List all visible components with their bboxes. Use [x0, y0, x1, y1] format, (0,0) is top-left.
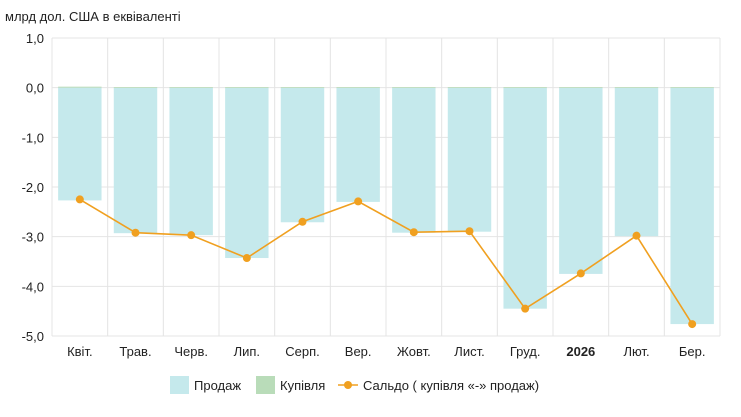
x-tick-label: Лют.	[623, 344, 649, 359]
bar-sales[interactable]	[447, 87, 492, 232]
bar-sales[interactable]	[503, 87, 547, 309]
bar-purchases[interactable]	[503, 87, 547, 88]
balance-point[interactable]	[354, 197, 363, 206]
legend-sales-swatch	[170, 376, 189, 394]
legend-balance-label[interactable]: Сальдо ( купівля «-» продаж)	[363, 378, 539, 393]
bar-sales[interactable]	[169, 87, 213, 236]
bar-sales[interactable]	[113, 87, 158, 234]
bar-purchases[interactable]	[58, 86, 102, 88]
x-tick-label: Серп.	[285, 344, 320, 359]
x-tick-label: Вер.	[345, 344, 372, 359]
balance-point[interactable]	[688, 320, 697, 329]
bar-purchases[interactable]	[447, 87, 492, 88]
y-tick-label: -5,0	[22, 329, 44, 344]
balance-point[interactable]	[521, 304, 530, 313]
bar-sales[interactable]	[392, 87, 436, 233]
bar-sales[interactable]	[225, 87, 269, 259]
balance-point[interactable]	[187, 231, 196, 240]
balance-point[interactable]	[75, 195, 84, 204]
x-tick-label: Черв.	[174, 344, 208, 359]
bar-purchases[interactable]	[559, 87, 603, 88]
bar-sales[interactable]	[614, 87, 659, 237]
y-tick-label: -4,0	[22, 279, 44, 294]
y-tick-label: 0,0	[26, 81, 44, 96]
legend-balance-swatch-marker	[344, 381, 352, 389]
legend-purchases-label[interactable]: Купівля	[280, 378, 325, 393]
y-tick-label: -2,0	[22, 180, 44, 195]
bar-purchases[interactable]	[280, 87, 325, 88]
bar-purchases[interactable]	[336, 87, 380, 88]
bar-sales[interactable]	[336, 87, 380, 202]
x-tick-label: Бер.	[679, 344, 706, 359]
balance-point[interactable]	[242, 254, 251, 263]
balance-point[interactable]	[409, 228, 418, 237]
y-tick-label: 1,0	[26, 31, 44, 46]
bar-purchases[interactable]	[169, 87, 213, 88]
balance-point[interactable]	[298, 217, 307, 226]
legend-purchases-swatch	[256, 376, 275, 394]
balance-point[interactable]	[131, 228, 140, 237]
x-tick-label: Трав.	[119, 344, 151, 359]
y-tick-label: -1,0	[22, 130, 44, 145]
x-tick-label: Лип.	[234, 344, 260, 359]
bar-sales[interactable]	[670, 87, 714, 325]
y-tick-label: -3,0	[22, 230, 44, 245]
bar-sales[interactable]	[58, 87, 102, 201]
bar-purchases[interactable]	[670, 87, 714, 88]
balance-point[interactable]	[465, 227, 474, 236]
balance-line	[79, 198, 693, 325]
x-tick-label: 2026	[566, 344, 595, 359]
bar-purchases[interactable]	[113, 87, 158, 88]
x-tick-label: Лист.	[454, 344, 484, 359]
y-unit-label: млрд дол. США в еквіваленті	[5, 9, 181, 24]
bar-purchases[interactable]	[614, 87, 659, 88]
x-tick-label: Жовт.	[397, 344, 431, 359]
x-tick-label: Квіт.	[67, 344, 93, 359]
legend-sales-label[interactable]: Продаж	[194, 378, 241, 393]
bar-purchases[interactable]	[392, 87, 436, 88]
bar-purchases[interactable]	[225, 87, 269, 88]
balance-point[interactable]	[632, 231, 641, 240]
bar-sales[interactable]	[280, 87, 325, 223]
x-tick-label: Груд.	[510, 344, 541, 359]
bar-sales[interactable]	[559, 87, 603, 274]
balance-point[interactable]	[576, 269, 585, 278]
